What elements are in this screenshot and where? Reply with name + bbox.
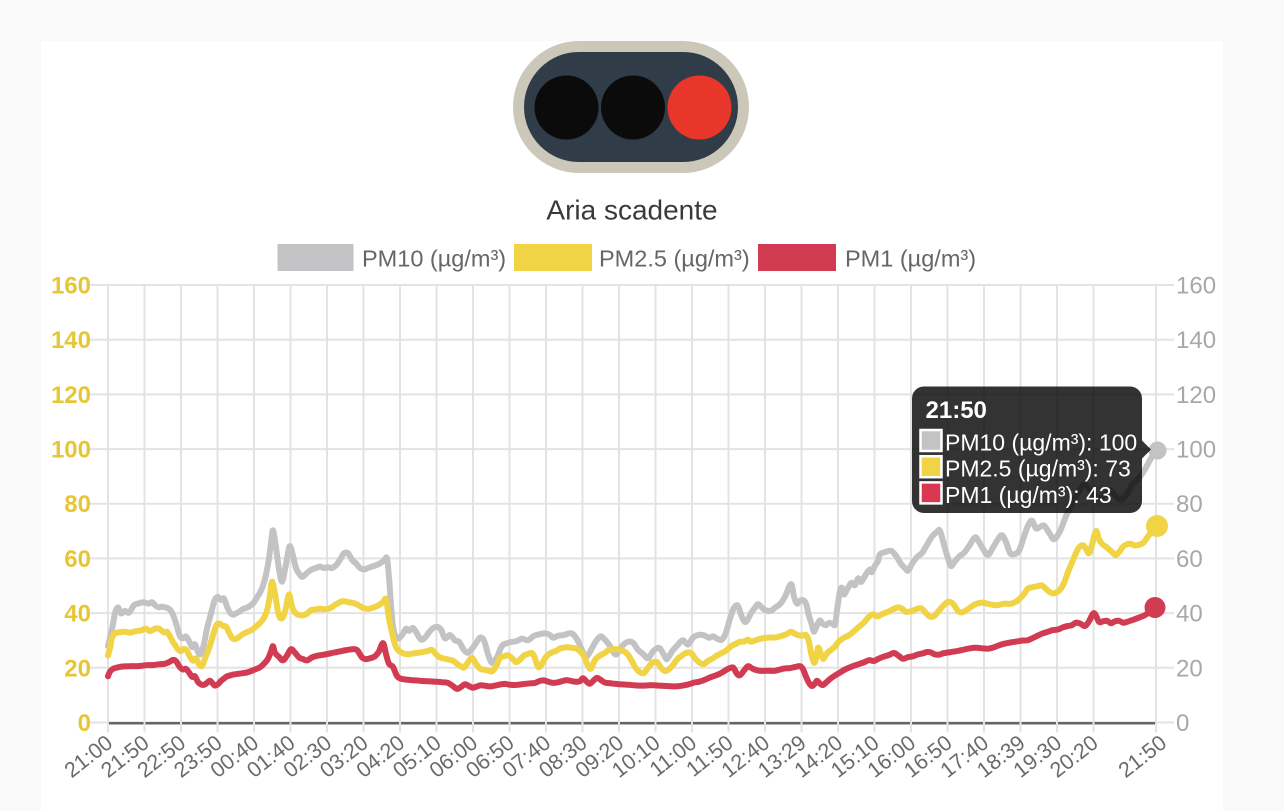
svg-text:140: 140 (1176, 327, 1216, 354)
svg-text:40: 40 (1176, 601, 1203, 628)
svg-text:PM2.5 (µg/m³): PM2.5 (µg/m³) (599, 246, 750, 272)
svg-text:21:50: 21:50 (926, 397, 987, 424)
svg-text:100: 100 (1176, 437, 1216, 464)
svg-text:120: 120 (51, 382, 91, 409)
svg-text:0: 0 (78, 710, 91, 737)
svg-text:PM1 (µg/m³): 43: PM1 (µg/m³): 43 (945, 482, 1112, 508)
svg-text:40: 40 (64, 601, 91, 628)
svg-text:PM2.5 (µg/m³): 73: PM2.5 (µg/m³): 73 (945, 456, 1131, 482)
svg-text:PM10 (µg/m³): 100: PM10 (µg/m³): 100 (945, 430, 1137, 456)
svg-text:0: 0 (1176, 710, 1189, 737)
svg-text:20: 20 (64, 655, 91, 682)
svg-text:PM1 (µg/m³): PM1 (µg/m³) (845, 246, 976, 272)
svg-text:160: 160 (51, 273, 91, 300)
svg-text:100: 100 (51, 437, 91, 464)
svg-text:60: 60 (64, 546, 91, 573)
svg-text:60: 60 (1176, 546, 1203, 573)
svg-text:80: 80 (64, 491, 91, 518)
svg-text:20: 20 (1176, 655, 1203, 682)
svg-text:80: 80 (1176, 491, 1203, 518)
svg-text:160: 160 (1176, 273, 1216, 300)
svg-text:140: 140 (51, 327, 91, 354)
svg-text:Aria scadente: Aria scadente (546, 195, 717, 226)
svg-text:PM10 (µg/m³): PM10 (µg/m³) (362, 246, 506, 272)
svg-text:120: 120 (1176, 382, 1216, 409)
